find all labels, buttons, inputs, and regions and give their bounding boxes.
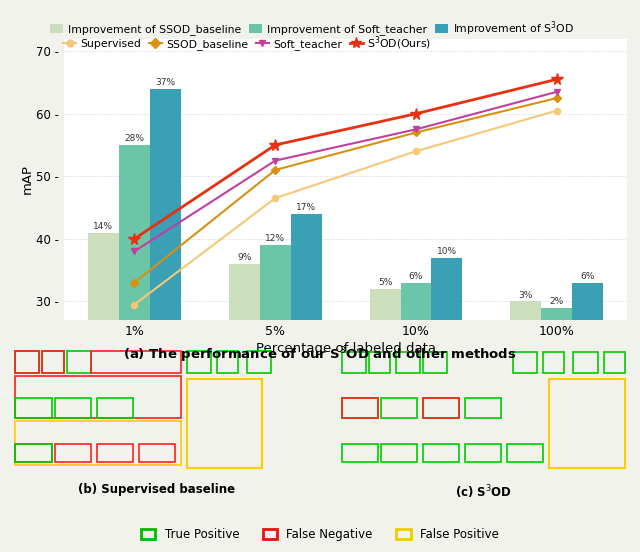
Bar xyxy=(15,444,51,463)
Bar xyxy=(88,232,119,320)
Bar xyxy=(42,351,63,373)
Legend: Improvement of SSOD_baseline, Improvement of Soft_teacher, Improvement of S$^3$O: Improvement of SSOD_baseline, Improvemen… xyxy=(50,19,573,38)
Bar xyxy=(342,398,378,418)
Bar xyxy=(97,398,132,418)
Bar xyxy=(572,283,604,320)
Bar xyxy=(91,351,181,373)
Bar xyxy=(369,352,390,373)
Bar xyxy=(573,352,598,373)
Bar xyxy=(187,351,211,373)
Bar xyxy=(369,289,401,320)
Bar xyxy=(97,444,132,463)
Bar xyxy=(260,245,291,320)
Bar xyxy=(15,421,181,465)
Bar xyxy=(15,351,40,373)
Text: 6%: 6% xyxy=(409,272,423,281)
Bar xyxy=(423,352,447,373)
Text: (a) The performance of our S$^3$OD and other methods: (a) The performance of our S$^3$OD and o… xyxy=(124,345,516,365)
Bar xyxy=(342,398,378,418)
Bar xyxy=(119,145,150,320)
Text: 17%: 17% xyxy=(296,203,316,212)
Bar xyxy=(139,444,175,463)
Bar xyxy=(15,444,51,463)
Text: 6%: 6% xyxy=(580,272,595,281)
Bar xyxy=(431,258,463,320)
Bar xyxy=(465,398,501,418)
Y-axis label: mAP: mAP xyxy=(20,164,33,194)
Bar xyxy=(541,307,572,320)
Bar xyxy=(604,352,625,373)
Text: 12%: 12% xyxy=(265,234,285,243)
Text: 3%: 3% xyxy=(518,290,533,300)
Bar xyxy=(549,379,625,468)
Bar xyxy=(513,352,538,373)
Text: 14%: 14% xyxy=(93,222,113,231)
Legend: Supervised, SSOD_baseline, Soft_teacher, S$^3$OD(Ours): Supervised, SSOD_baseline, Soft_teacher,… xyxy=(63,35,431,52)
Text: 37%: 37% xyxy=(156,78,175,87)
Text: 10%: 10% xyxy=(437,247,457,256)
Bar xyxy=(342,352,366,373)
Bar xyxy=(217,351,238,373)
Bar xyxy=(423,444,459,463)
Text: 5%: 5% xyxy=(378,278,392,287)
Bar xyxy=(67,351,91,373)
Bar xyxy=(247,351,271,373)
Bar xyxy=(54,444,91,463)
Text: 28%: 28% xyxy=(124,134,145,143)
Bar xyxy=(423,398,459,418)
Text: (c) S$^3$OD: (c) S$^3$OD xyxy=(454,483,512,501)
Legend: True Positive, False Negative, False Positive: True Positive, False Negative, False Pos… xyxy=(136,524,504,546)
Bar xyxy=(15,351,40,373)
Bar xyxy=(381,444,417,463)
Bar xyxy=(510,301,541,320)
Bar xyxy=(42,351,63,373)
Bar xyxy=(342,444,378,463)
Bar xyxy=(15,376,181,418)
Bar xyxy=(465,444,501,463)
Text: 9%: 9% xyxy=(237,253,252,262)
Bar xyxy=(228,264,260,320)
Bar xyxy=(543,352,564,373)
Text: 2%: 2% xyxy=(550,297,564,306)
Bar xyxy=(381,398,417,418)
Bar xyxy=(401,283,431,320)
Bar xyxy=(396,352,420,373)
Bar xyxy=(187,379,262,468)
Bar xyxy=(508,444,543,463)
Bar xyxy=(150,89,181,320)
Bar xyxy=(15,398,51,418)
Text: (b) Supervised baseline: (b) Supervised baseline xyxy=(78,483,236,496)
X-axis label: Percentage of labeled data: Percentage of labeled data xyxy=(255,342,436,355)
Bar xyxy=(423,398,459,418)
Bar xyxy=(291,214,322,320)
Bar xyxy=(54,398,91,418)
